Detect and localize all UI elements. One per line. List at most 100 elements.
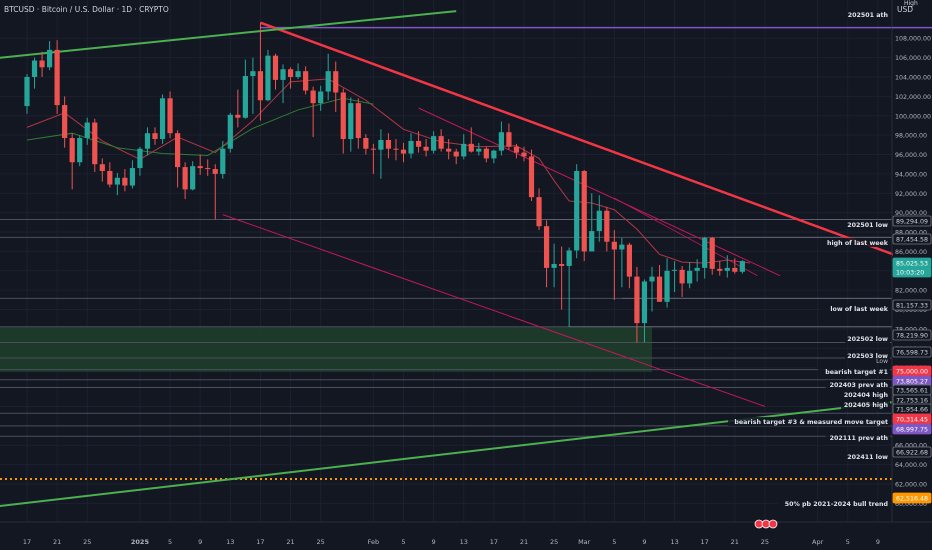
candle-body[interactable]	[333, 71, 339, 93]
candle-body[interactable]	[408, 140, 414, 154]
time-axis[interactable]: 17 21 25 2025 5 9 13 17 21 25 Feb 5 9 13 17 21 25 Mar 5 9 13…	[0, 519, 932, 550]
candle-body[interactable]	[536, 197, 542, 227]
candle-body[interactable]	[227, 114, 233, 149]
candle-body[interactable]	[24, 76, 30, 107]
candle-body[interactable]	[521, 152, 527, 157]
candle-body[interactable]	[310, 90, 316, 104]
candle-body[interactable]	[265, 55, 271, 101]
candle-body[interactable]	[634, 276, 640, 324]
price-axis[interactable]: 60,000.0062,000.0064,000.0066,000.0068,0…	[876, 0, 932, 550]
candle-body[interactable]	[340, 92, 346, 140]
candle-body[interactable]	[129, 168, 136, 186]
candle-body[interactable]	[709, 237, 715, 269]
candle-body[interactable]	[303, 71, 309, 91]
candle-body[interactable]	[717, 268, 723, 271]
candle-body[interactable]	[393, 148, 399, 150]
candle-body[interactable]	[114, 177, 120, 185]
candle-body[interactable]	[581, 170, 587, 252]
descending-support-line[interactable]	[222, 214, 766, 407]
candle-body[interactable]	[250, 71, 256, 77]
candle-body[interactable]	[498, 132, 504, 151]
candle-body[interactable]	[167, 98, 173, 134]
candle-body[interactable]	[528, 156, 535, 198]
currency-label[interactable]: USD	[897, 5, 913, 14]
candle-body[interactable]	[84, 122, 90, 139]
candle-body[interactable]	[626, 244, 632, 277]
candle-body[interactable]	[31, 60, 38, 77]
candle-body[interactable]	[724, 267, 730, 271]
candle-body[interactable]	[543, 226, 550, 268]
candle-body[interactable]	[197, 166, 203, 169]
candle-body[interactable]	[656, 276, 663, 302]
candle-body[interactable]	[272, 55, 279, 80]
main-downtrend-line[interactable]	[260, 21, 932, 271]
candle-body[interactable]	[687, 270, 693, 284]
candle-body[interactable]	[619, 244, 625, 250]
candle-body[interactable]	[280, 69, 286, 80]
candle-body[interactable]	[671, 269, 678, 271]
candle-body[interactable]	[107, 170, 113, 185]
candle-body[interactable]	[559, 264, 565, 266]
candle-body[interactable]	[46, 49, 53, 68]
short-resistance-line[interactable]	[614, 197, 758, 276]
candle-body[interactable]	[370, 148, 376, 150]
candle-body[interactable]	[122, 177, 128, 186]
candle-body[interactable]	[235, 114, 241, 118]
candle-body[interactable]	[257, 71, 264, 101]
candle-body[interactable]	[385, 139, 392, 149]
candle-body[interactable]	[159, 98, 166, 140]
candle-body[interactable]	[506, 132, 512, 147]
candle-body[interactable]	[566, 250, 572, 266]
candle-body[interactable]	[348, 103, 354, 140]
candle-body[interactable]	[62, 105, 68, 139]
candle-body[interactable]	[205, 168, 211, 170]
candle-body[interactable]	[144, 133, 151, 149]
candle-body[interactable]	[318, 91, 324, 104]
candle-body[interactable]	[679, 269, 685, 284]
candle-body[interactable]	[69, 138, 75, 163]
lower-green-channel-line[interactable]	[0, 396, 932, 517]
candle-body[interactable]	[476, 148, 482, 152]
candle-body[interactable]	[649, 276, 655, 282]
candle-body[interactable]	[604, 210, 610, 242]
candle-body[interactable]	[325, 71, 331, 92]
candle-body[interactable]	[574, 170, 580, 251]
candle-body[interactable]	[54, 49, 60, 106]
candle-body[interactable]	[423, 146, 429, 151]
candle-body[interactable]	[468, 143, 474, 152]
candle-body[interactable]	[77, 138, 83, 163]
candle-body[interactable]	[732, 267, 738, 272]
candle-body[interactable]	[92, 122, 98, 165]
candle-body[interactable]	[483, 148, 489, 159]
candle-body[interactable]	[641, 281, 648, 324]
candle-body[interactable]	[453, 151, 459, 157]
candle-body[interactable]	[446, 148, 452, 152]
candle-body[interactable]	[295, 71, 301, 77]
candle-body[interactable]	[513, 146, 520, 153]
candle-body[interactable]	[378, 139, 384, 150]
candle-body[interactable]	[415, 140, 422, 147]
candle-body[interactable]	[438, 136, 444, 149]
candle-body[interactable]	[400, 149, 407, 154]
candle-body[interactable]	[596, 210, 602, 232]
candle-body[interactable]	[739, 261, 745, 272]
candle-body[interactable]	[461, 143, 467, 157]
candle-body[interactable]	[287, 69, 294, 77]
candle-body[interactable]	[551, 264, 557, 268]
upper-green-channel-line[interactable]	[0, 10, 457, 67]
candle-body[interactable]	[152, 133, 158, 140]
candle-body[interactable]	[363, 138, 369, 149]
candle-body[interactable]	[694, 267, 700, 271]
candle-body[interactable]	[220, 148, 226, 174]
candle-body[interactable]	[242, 76, 248, 118]
candle-body[interactable]	[491, 150, 497, 159]
inner-resistance-line[interactable]	[418, 107, 781, 277]
events-icon[interactable]	[768, 519, 778, 529]
candle-body[interactable]	[611, 241, 617, 250]
candle-body[interactable]	[664, 270, 670, 302]
candle-body[interactable]	[589, 231, 595, 252]
candle-body[interactable]	[702, 237, 708, 268]
candle-body[interactable]	[182, 167, 188, 190]
candle-body[interactable]	[355, 103, 361, 139]
